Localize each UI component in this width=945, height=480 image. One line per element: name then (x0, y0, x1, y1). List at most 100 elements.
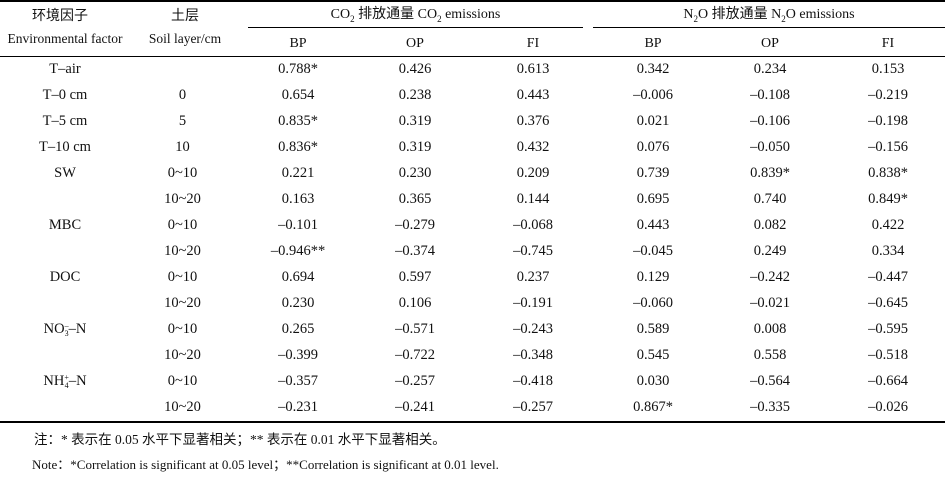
value-cell: 0.836* (278, 139, 318, 155)
value-cell: –0.335 (750, 399, 790, 415)
value-cell: –0.050 (750, 139, 790, 155)
value-cell: 0.694 (281, 269, 315, 285)
co2-group-title: CO2 排放通量 CO2 emissions (330, 7, 501, 24)
factor-header-en: Environmental factor (7, 31, 123, 46)
value-cell: –0.722 (395, 347, 435, 363)
note-cn: 注：* 表示在 0.05 水平下显著相关；** 表示在 0.01 水平下显著相关… (34, 432, 446, 447)
value-cell: 0.545 (636, 347, 670, 363)
value-cell: 0.030 (636, 373, 670, 389)
factor-cell: NH +4 –N (43, 372, 87, 390)
value-cell: –0.045 (633, 243, 673, 259)
layer-cell: 10~20 (164, 243, 201, 259)
note-en: Note：*Correlation is significant at 0.05… (32, 457, 499, 472)
layer-cell: 0~10 (167, 165, 198, 181)
factor-cell: SW (54, 165, 76, 181)
value-cell: 0.209 (516, 165, 550, 181)
value-cell: 0.654 (281, 87, 315, 103)
value-cell: 0.597 (398, 269, 432, 285)
value-cell: 0.838* (868, 165, 908, 181)
value-cell: –0.357 (278, 373, 318, 389)
value-cell: –0.257 (513, 399, 553, 415)
value-cell: 0.835* (278, 113, 318, 129)
value-cell: –0.021 (750, 295, 790, 311)
factor-header-cn: 环境因子 (32, 9, 88, 24)
value-cell: –0.060 (633, 295, 673, 311)
value-cell: –0.645 (868, 295, 908, 311)
top-rule (0, 0, 945, 2)
value-cell: –0.231 (278, 399, 318, 415)
value-cell: –0.006 (633, 87, 673, 103)
value-cell: –0.374 (395, 243, 435, 259)
value-cell: –0.242 (750, 269, 790, 285)
value-cell: –0.243 (513, 321, 553, 337)
value-cell: –0.219 (868, 87, 908, 103)
value-cell: –0.348 (513, 347, 553, 363)
value-cell: 0.221 (281, 165, 315, 181)
n2o-group-title: N2O 排放通量 N2O emissions (683, 7, 855, 24)
value-cell: 0.334 (871, 243, 905, 259)
value-cell: –0.198 (868, 113, 908, 129)
value-cell: –0.101 (278, 217, 318, 233)
value-cell: –0.026 (868, 399, 908, 415)
value-cell: 0.163 (281, 191, 315, 207)
value-cell: 0.849* (868, 191, 908, 207)
header-bottom-rule (0, 56, 945, 57)
layer-cell: 10~20 (164, 191, 201, 207)
value-cell: 0.342 (636, 61, 670, 77)
value-cell: 0.230 (398, 165, 432, 181)
value-cell: 0.740 (753, 191, 787, 207)
value-cell: 0.021 (636, 113, 670, 129)
layer-cell: 0~10 (167, 217, 198, 233)
layer-cell: 10~20 (164, 295, 201, 311)
layer-cell: 10 (175, 139, 190, 155)
value-cell: –0.068 (513, 217, 553, 233)
value-cell: 0.788* (278, 61, 318, 77)
value-cell: 0.237 (516, 269, 550, 285)
value-cell: 0.695 (636, 191, 670, 207)
col-header-n2o-bp: BP (644, 36, 662, 51)
value-cell: 0.589 (636, 321, 670, 337)
value-cell: –0.946** (270, 243, 326, 259)
bottom-rule (0, 421, 945, 423)
value-cell: –0.241 (395, 399, 435, 415)
value-cell: 0.422 (871, 217, 905, 233)
value-cell: 0.426 (398, 61, 432, 77)
col-header-co2-fi: FI (526, 36, 540, 51)
value-cell: 0.319 (398, 113, 432, 129)
value-cell: 0.082 (753, 217, 787, 233)
col-header-co2-op: OP (406, 36, 424, 51)
value-cell: 0.230 (281, 295, 315, 311)
value-cell: 0.867* (633, 399, 673, 415)
layer-cell: 10~20 (164, 399, 201, 415)
factor-cell: T–air (49, 61, 81, 77)
value-cell: 0.443 (636, 217, 670, 233)
value-cell: –0.399 (278, 347, 318, 363)
value-cell: 0.076 (636, 139, 670, 155)
value-cell: 0.249 (753, 243, 787, 259)
factor-cell: T–10 cm (39, 139, 91, 155)
layer-cell: 10~20 (164, 347, 201, 363)
value-cell: –0.191 (513, 295, 553, 311)
factor-cell: MBC (48, 217, 82, 233)
value-cell: 0.739 (636, 165, 670, 181)
value-cell: 0.238 (398, 87, 432, 103)
value-cell: 0.129 (636, 269, 670, 285)
factor-cell: NO –3 –N (43, 320, 87, 338)
factor-cell: T–0 cm (42, 87, 88, 103)
value-cell: –0.564 (750, 373, 790, 389)
value-cell: –0.418 (513, 373, 553, 389)
value-cell: –0.447 (868, 269, 908, 285)
col-header-n2o-op: OP (761, 36, 779, 51)
col-header-co2-bp: BP (289, 36, 307, 51)
value-cell: 0.376 (516, 113, 550, 129)
co2-group-rule (248, 27, 583, 28)
value-cell: –0.156 (868, 139, 908, 155)
layer-header-en: Soil layer/cm (148, 31, 222, 46)
value-cell: –0.745 (513, 243, 553, 259)
value-cell: 0.443 (516, 87, 550, 103)
layer-cell: 5 (178, 113, 187, 129)
value-cell: 0.106 (398, 295, 432, 311)
value-cell: 0.265 (281, 321, 315, 337)
value-cell: 0.558 (753, 347, 787, 363)
factor-cell: DOC (49, 269, 81, 285)
